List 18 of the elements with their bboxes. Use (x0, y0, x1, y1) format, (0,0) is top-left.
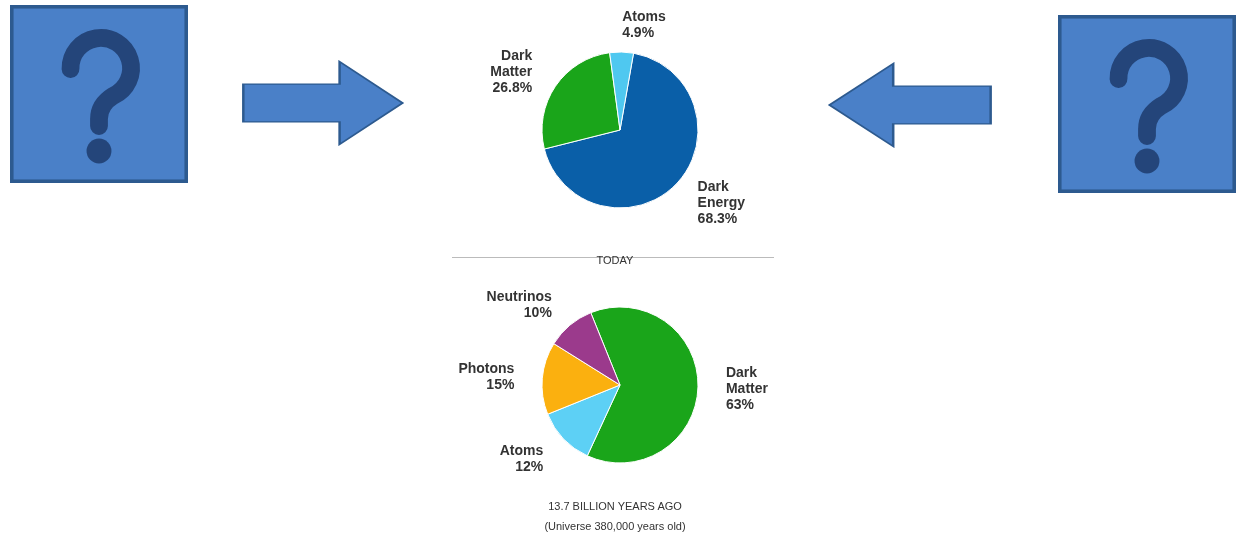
data-label: 4.9% (622, 24, 655, 41)
slice-label: Photons (458, 359, 515, 376)
data-label: 68.3% (697, 210, 738, 227)
text: TODAY (595, 253, 635, 268)
slice-label: Atoms (622, 8, 666, 25)
slice-label: Dark Matter (490, 46, 533, 79)
slice-label: Neutrinos (486, 287, 553, 304)
slice-label: Atoms (499, 442, 544, 459)
slice-label: Dark Energy (697, 178, 746, 211)
data-label: 12% (515, 458, 544, 475)
data-label: 15% (486, 375, 515, 392)
pie-slice (543, 52, 699, 209)
data-label: 10% (523, 303, 553, 320)
slice-label: Dark Matter (725, 363, 769, 396)
data-label: 63% (725, 395, 755, 412)
text: (Universe 380,000 years old) (543, 519, 687, 534)
text: 13.7 BILLION YEARS AGO (547, 499, 683, 514)
data-label: 26.8% (492, 78, 533, 95)
